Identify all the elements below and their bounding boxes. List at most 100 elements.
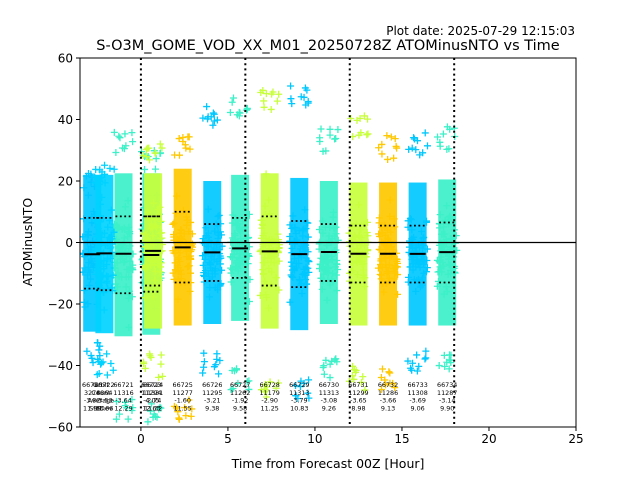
orbit-average-66731: -3.65 [350,397,367,405]
orbit-number-66722: 66722 [94,381,114,389]
data-point [170,219,178,227]
data-point [125,223,133,231]
data-point [286,298,294,306]
data-point [305,258,313,266]
data-point [85,259,93,267]
data-point [385,274,393,282]
data-point [176,229,184,237]
data-point [355,131,363,139]
data-point [182,240,190,248]
data-point [182,213,190,221]
data-point [84,271,92,279]
data-point [92,233,100,241]
data-point [388,243,396,251]
orbit-number-66725: 66725 [173,381,193,389]
orbit-average-66732: -3.66 [380,397,397,405]
data-point [423,264,431,272]
data-point [218,266,226,274]
data-point [275,286,283,294]
data-point [124,197,132,205]
orbit-points-66721 [110,128,137,423]
data-point [326,131,334,139]
data-point [262,282,270,290]
data-point [128,396,136,404]
data-point [81,264,89,272]
data-point [147,261,155,269]
data-point [115,132,123,140]
data-point [350,223,358,231]
data-point [385,368,393,376]
data-point [158,144,166,152]
data-point [101,179,109,187]
data-point [316,265,324,273]
orbit-count-66723: 11294 [141,389,161,397]
data-point [148,400,156,408]
data-point [319,258,327,266]
data-point [267,280,275,288]
data-point [112,415,120,423]
data-point [211,227,219,235]
data-point [422,268,430,276]
data-point [361,283,369,291]
orbit-count-66733: 11308 [407,389,427,397]
data-point [434,277,442,285]
orbit-average-66722: -3.53 [96,397,113,405]
data-point [188,405,196,413]
orbit-average-66721: -3.64 [115,397,132,405]
data-point [301,84,309,92]
data-point [103,350,111,358]
data-point [413,137,421,145]
data-point [109,366,117,374]
data-point [107,359,115,367]
orbit-number-66730: 66730 [319,381,339,389]
data-point [200,358,208,366]
data-point [245,234,253,242]
data-point [156,203,164,211]
data-point [421,129,429,137]
data-point [418,249,426,257]
y-tick-label: 20 [58,175,73,189]
data-point [129,138,137,146]
data-point [422,354,430,362]
data-point [185,262,193,270]
data-point [259,259,267,267]
data-point [433,282,441,290]
data-point [91,173,99,181]
data-point [96,342,104,350]
data-point [123,266,131,274]
orbit-count-66728: 11179 [260,389,280,397]
data-point [436,142,444,150]
data-point [170,231,178,239]
data-point [410,134,418,142]
data-point [92,165,100,173]
orbit-number-66734: 66734 [437,381,457,389]
data-point [271,251,279,259]
data-point [288,273,296,281]
orbit-points-66734 [433,123,461,373]
data-point [245,297,253,305]
data-point [204,205,212,213]
data-point [415,362,423,370]
data-point [125,273,133,281]
data-point [422,218,430,226]
data-point [386,238,394,246]
data-point [326,374,334,382]
y-tick-label: 40 [58,113,73,127]
data-point [393,144,401,152]
data-point [242,106,250,114]
data-point [245,377,253,385]
data-point [114,269,122,277]
data-point [357,242,365,250]
data-point [228,266,236,274]
data-point [257,88,265,96]
data-point [364,232,372,240]
data-point [437,264,445,272]
data-point [100,306,108,314]
data-point [156,140,164,148]
data-point [353,116,361,124]
row-label-average: Average [88,397,114,405]
data-point [177,234,185,242]
data-point [147,225,155,233]
